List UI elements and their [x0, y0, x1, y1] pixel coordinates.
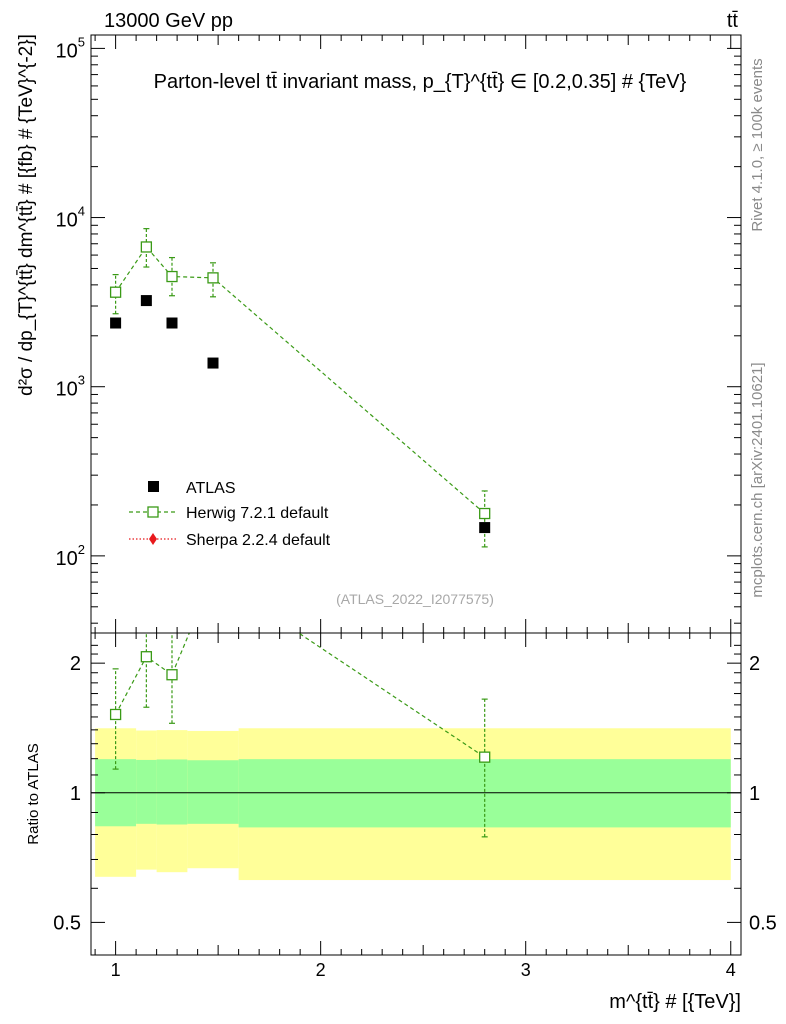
atlas-point — [479, 522, 491, 534]
legend-sherpa-label: Sherpa 2.2.4 default — [186, 532, 331, 549]
mcplots-credit-label: mcplots.cern.ch [arXiv:2401.10621] — [749, 362, 766, 597]
herwig-point — [140, 241, 153, 253]
herwig-ratio-point — [208, 571, 218, 581]
herwig-ratio-line — [115, 633, 486, 758]
legend-herwig-marker — [147, 506, 159, 518]
ratio-y-tick-label-left: 0.5 — [53, 912, 81, 934]
legend-atlas-label: ATLAS — [186, 480, 236, 497]
ratio-plot-frame — [90, 632, 742, 956]
ratio-y-tick-label-right: 1 — [749, 783, 760, 805]
legend-atlas-marker — [148, 481, 159, 492]
main-y-tick-label: 105 — [56, 34, 85, 62]
x-axis-label: m^{tt̄} # [{TeV}] — [609, 991, 741, 1013]
stat-uncertainty-band — [187, 760, 239, 824]
ratio-y-tick-label-right: 2 — [749, 653, 760, 675]
ratio-plot-data — [109, 571, 491, 838]
atlas-point — [166, 317, 178, 329]
herwig-ratio-point — [140, 651, 153, 663]
main-y-tick-label: 104 — [56, 204, 85, 232]
x-tick-label: 2 — [316, 960, 326, 980]
herwig-ratio-point — [479, 751, 491, 763]
ratio-axis-ticks: 0.5 0.5 1 1 2 2 1 2 3 4 — [53, 633, 777, 980]
ratio-y-tick-label-left: 1 — [70, 783, 81, 805]
main-y-axis-label: d²σ / dp_{T}^{tt̄} dm^{tt̄} # [{fb} # {T… — [16, 34, 37, 396]
stat-uncertainty-band — [156, 759, 188, 825]
main-y-tick-label: 103 — [56, 373, 85, 401]
herwig-line — [115, 245, 486, 514]
ratio-uncertainty-bands — [91, 728, 741, 881]
atlas-point — [110, 317, 122, 329]
herwig-point — [109, 286, 122, 298]
legend-sherpa-marker — [149, 533, 157, 545]
herwig-point — [479, 507, 491, 520]
process-label: tt̄ — [727, 10, 739, 32]
ratio-y-tick-label-right: 0.5 — [749, 912, 777, 934]
rivet-version-label: Rivet 4.1.0, ≥ 100k events — [749, 58, 766, 231]
ratio-y-axis-label: Ratio to ATLAS — [25, 743, 42, 844]
stat-uncertainty-band — [136, 759, 157, 824]
legend-herwig-label: Herwig 7.2.1 default — [186, 505, 329, 522]
ratio-y-tick-label-left: 2 — [70, 653, 81, 675]
atlas-point — [207, 357, 219, 369]
main-y-tick-label: 102 — [56, 542, 85, 570]
main-plot-data — [109, 228, 491, 548]
legend: ATLAS Herwig 7.2.1 default Sherpa 2.2.4 … — [129, 480, 331, 549]
analysis-watermark: (ATLAS_2022_I2077575) — [336, 591, 494, 607]
x-tick-label: 4 — [726, 960, 736, 980]
energy-label: 13000 GeV pp — [104, 10, 233, 32]
x-tick-label: 1 — [111, 960, 121, 980]
atlas-point — [140, 295, 152, 307]
herwig-ratio-point — [166, 669, 178, 681]
herwig-point — [166, 270, 178, 283]
herwig-point — [207, 272, 219, 284]
x-tick-label: 3 — [521, 960, 531, 980]
main-axis-ticks: 102 103 104 105 — [56, 34, 741, 633]
herwig-ratio-point — [109, 708, 122, 721]
plot-title: Parton-level tt̄ invariant mass, p_{T}^{… — [154, 71, 687, 93]
ratio-series-clip — [109, 571, 491, 838]
